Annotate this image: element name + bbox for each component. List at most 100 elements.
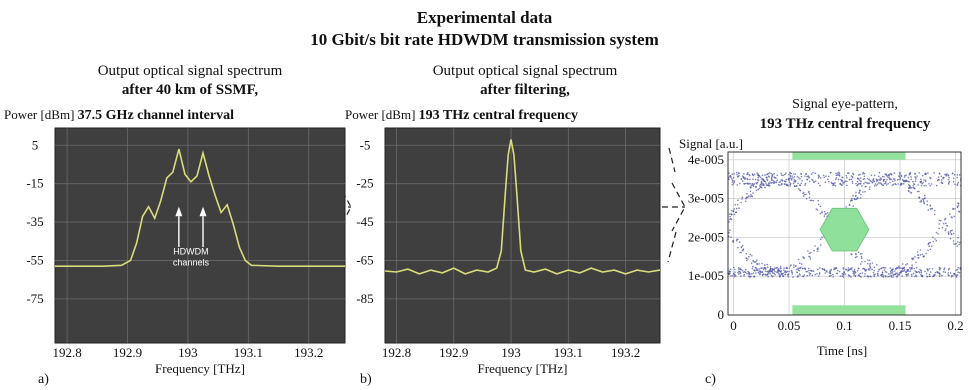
panel-c-sample-point <box>906 263 909 265</box>
panel-c-sample-point <box>751 267 754 270</box>
panel-c-sample-point <box>911 275 913 277</box>
panel-c-sample-point <box>923 179 925 181</box>
panel-c-caption: Signal eye-pattern, <box>792 97 898 112</box>
panel-c-sample-point <box>957 271 959 274</box>
panel-c-sample-point <box>923 255 925 257</box>
panel-b-y-tick-label: -85 <box>356 291 373 306</box>
panel-c-sample-point <box>921 253 923 256</box>
panel-c-sample-point <box>877 270 879 273</box>
panel-c-sample-point <box>957 236 959 239</box>
panel-c-sample-point <box>914 270 916 272</box>
panel-c-sample-point <box>757 179 760 182</box>
panel-c-sample-point <box>945 173 948 176</box>
panel-c-sample-point <box>903 266 906 269</box>
panel-c-sample-point <box>741 196 744 199</box>
panel-c-sample-point <box>947 268 950 271</box>
panel-c-sample-point <box>912 272 915 275</box>
panel-c-sample-point <box>834 184 837 187</box>
panel-c-sample-point <box>930 183 933 185</box>
panel-c-sample-point <box>880 178 882 180</box>
panel-c-sample-point <box>873 269 875 272</box>
panel-c-sample-point <box>832 273 834 276</box>
panel-c-sample-point <box>828 180 830 183</box>
panel-c-sample-point <box>924 173 927 176</box>
panel-b-y-tick-label: -25 <box>356 176 373 191</box>
panel-c-sample-point <box>804 182 807 185</box>
panel-c-sample-point <box>812 181 815 183</box>
panel-c-sample-point <box>829 171 832 174</box>
panel-c-caption-emph: 193 THz central frequency <box>759 116 931 132</box>
panel-c-sample-point <box>885 271 888 274</box>
panel-c-sample-point <box>755 178 757 181</box>
panel-c-sample-point <box>768 172 771 174</box>
panel-c-sample-point <box>842 268 845 270</box>
panel-c-sample-point <box>861 185 863 187</box>
panel-c-sample-point <box>933 213 936 216</box>
panel-c-sample-point <box>793 179 795 181</box>
panel-c-letter: c) <box>705 372 716 387</box>
panel-c-sample-point <box>869 267 872 269</box>
panel-c-sample-point <box>779 181 782 183</box>
panel-c-sample-point <box>748 255 750 258</box>
panel-c-sample-point <box>938 223 940 225</box>
panel-c-sample-point <box>851 197 853 200</box>
panel-a-caption-emph: after 40 km of SSMF, <box>121 82 259 98</box>
panel-c-sample-point <box>752 260 754 262</box>
panel-c-sample-point <box>941 182 944 185</box>
panel-c-sample-point <box>928 273 931 276</box>
panel-c-x-tick-label: 0.1 <box>836 318 852 333</box>
panel-c-sample-point <box>840 178 842 181</box>
panel-c-sample-point <box>734 211 737 214</box>
panel-c-sample-point <box>951 172 954 175</box>
panel-a-letter: a) <box>38 372 49 387</box>
panel-c-sample-point <box>912 186 914 189</box>
panel-c-sample-point <box>927 269 929 272</box>
panel-c-sample-point <box>907 180 910 183</box>
panel-c-sample-point <box>907 190 910 192</box>
panel-c-sample-point <box>926 275 929 278</box>
panel-c-sample-point <box>868 178 870 181</box>
panel-c-sample-point <box>918 197 921 199</box>
panel-c-sample-point <box>852 272 854 275</box>
panel-c-sample-point <box>778 274 781 276</box>
panel-c-sample-point <box>905 264 907 266</box>
panel-c-sample-point <box>916 251 919 253</box>
panel-c-sample-point <box>937 232 939 235</box>
panel-c-sample-point <box>745 253 748 255</box>
panel-c-sample-point <box>759 273 761 276</box>
panel-c-sample-point <box>842 267 845 269</box>
panel-c-sample-point <box>939 219 942 222</box>
panel-c-sample-point <box>766 178 768 181</box>
panel-c-sample-point <box>889 181 891 184</box>
panel-c-sample-point <box>747 195 750 197</box>
panel-c-y-tick-label: 0 <box>718 307 725 322</box>
panel-c-sample-point <box>800 266 802 269</box>
figure-subtitle: 10 Gbit/s bit rate HDWDM transmission sy… <box>310 30 659 49</box>
panel-c-sample-point <box>803 274 806 276</box>
panel-c-sample-point <box>795 268 798 271</box>
panel-c-sample-point <box>751 195 754 198</box>
panel-c-sample-point <box>755 189 758 192</box>
panel-c-sample-point <box>746 193 748 195</box>
panel-c-sample-point <box>823 211 826 213</box>
panel-c-sample-point <box>861 253 863 255</box>
panel-c-sample-point <box>835 174 838 177</box>
panel-c-sample-point <box>788 177 791 180</box>
panel-c-sample-point <box>812 270 815 272</box>
panel-c-sample-point <box>843 181 846 184</box>
panel-c-sample-point <box>898 175 900 177</box>
panel-c-sample-point <box>944 173 946 176</box>
panel-c-sample-point <box>817 177 820 179</box>
panel-c-sample-point <box>959 241 961 244</box>
panel-c-sample-point <box>763 267 765 270</box>
panel-c-sample-point <box>919 200 921 203</box>
panel-c-sample-point <box>873 174 876 177</box>
panel-c-sample-point <box>859 182 861 185</box>
panel-c-sample-point <box>745 259 748 262</box>
panel-c-sample-point <box>941 274 943 277</box>
panel-c-sample-point <box>816 250 819 252</box>
panel-c-sample-point <box>935 231 938 234</box>
panel-c-sample-point <box>865 185 867 188</box>
panel-c-sample-point <box>905 174 907 177</box>
panel-c-sample-point <box>785 172 787 174</box>
